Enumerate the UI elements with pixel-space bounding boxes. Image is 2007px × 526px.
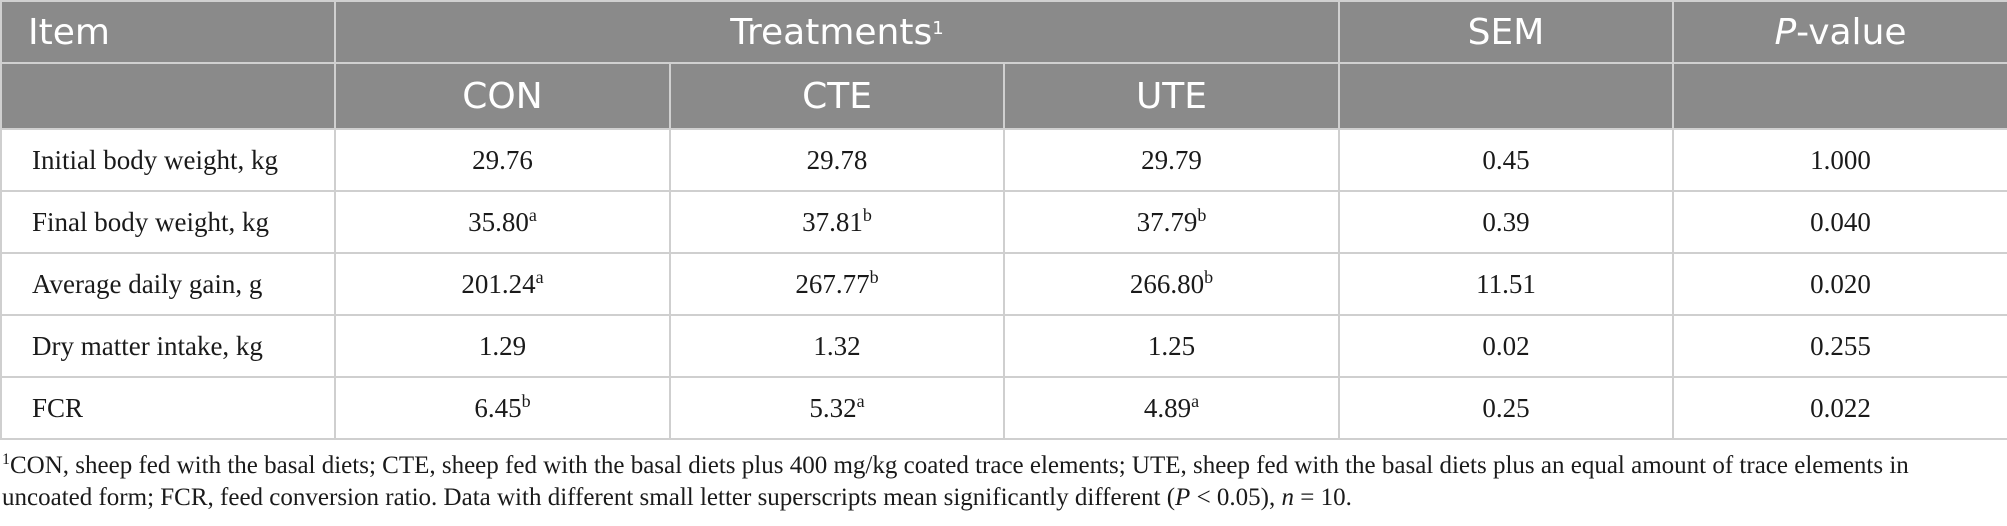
header-empty-sem bbox=[1338, 62, 1674, 130]
cell-ute: 1.25 bbox=[1003, 314, 1340, 378]
cell-ute: 4.89a bbox=[1003, 376, 1340, 440]
row-item: Average daily gain, g bbox=[0, 252, 336, 316]
header-empty-p bbox=[1672, 62, 2007, 130]
treatments-superscript: 1 bbox=[932, 17, 944, 39]
header-cte: CTE bbox=[669, 62, 1005, 130]
cell-sem: 0.25 bbox=[1338, 376, 1674, 440]
header-con: CON bbox=[334, 62, 671, 130]
cell-ute: 37.79b bbox=[1003, 190, 1340, 254]
cell-con: 29.76 bbox=[334, 128, 671, 192]
cell-p-value: 0.255 bbox=[1672, 314, 2007, 378]
cell-p-value: 0.040 bbox=[1672, 190, 2007, 254]
cell-cte: 29.78 bbox=[669, 128, 1005, 192]
cell-cte: 37.81b bbox=[669, 190, 1005, 254]
cell-cte: 5.32a bbox=[669, 376, 1005, 440]
footnote-marker: 1 bbox=[2, 451, 10, 468]
cell-sem: 0.39 bbox=[1338, 190, 1674, 254]
table-row: Final body weight, kg 35.80a 37.81b 37.7… bbox=[0, 190, 2007, 254]
cell-sem: 0.45 bbox=[1338, 128, 1674, 192]
header-sem: SEM bbox=[1338, 0, 1674, 64]
cell-ute: 29.79 bbox=[1003, 128, 1340, 192]
header-treatments: Treatments1 bbox=[334, 0, 1340, 64]
header-empty-item bbox=[0, 62, 336, 130]
row-item: Final body weight, kg bbox=[0, 190, 336, 254]
table-row: Average daily gain, g 201.24a 267.77b 26… bbox=[0, 252, 2007, 316]
table-footnote: 1CON, sheep fed with the basal diets; CT… bbox=[2, 451, 1909, 512]
cell-p-value: 1.000 bbox=[1672, 128, 2007, 192]
cell-con: 201.24a bbox=[334, 252, 671, 316]
header-row-1: Item Treatments1 SEM P-value bbox=[0, 0, 2007, 64]
cell-con: 35.80a bbox=[334, 190, 671, 254]
cell-con: 1.29 bbox=[334, 314, 671, 378]
results-table: Item Treatments1 SEM P-value CON CTE UTE… bbox=[0, 0, 2007, 440]
table-row: FCR 6.45b 5.32a 4.89a 0.25 0.022 bbox=[0, 376, 2007, 440]
row-item: Initial body weight, kg bbox=[0, 128, 336, 192]
table-row: Initial body weight, kg 29.76 29.78 29.7… bbox=[0, 128, 2007, 192]
header-p-value: P-value bbox=[1672, 0, 2007, 64]
cell-p-value: 0.022 bbox=[1672, 376, 2007, 440]
cell-sem: 0.02 bbox=[1338, 314, 1674, 378]
cell-cte: 1.32 bbox=[669, 314, 1005, 378]
cell-ute: 266.80b bbox=[1003, 252, 1340, 316]
header-row-2: CON CTE UTE bbox=[0, 62, 2007, 130]
table-row: Dry matter intake, kg 1.29 1.32 1.25 0.0… bbox=[0, 314, 2007, 378]
cell-sem: 11.51 bbox=[1338, 252, 1674, 316]
header-item: Item bbox=[0, 0, 336, 64]
cell-con: 6.45b bbox=[334, 376, 671, 440]
row-item: Dry matter intake, kg bbox=[0, 314, 336, 378]
cell-cte: 267.77b bbox=[669, 252, 1005, 316]
cell-p-value: 0.020 bbox=[1672, 252, 2007, 316]
header-ute: UTE bbox=[1003, 62, 1340, 130]
row-item: FCR bbox=[0, 376, 336, 440]
